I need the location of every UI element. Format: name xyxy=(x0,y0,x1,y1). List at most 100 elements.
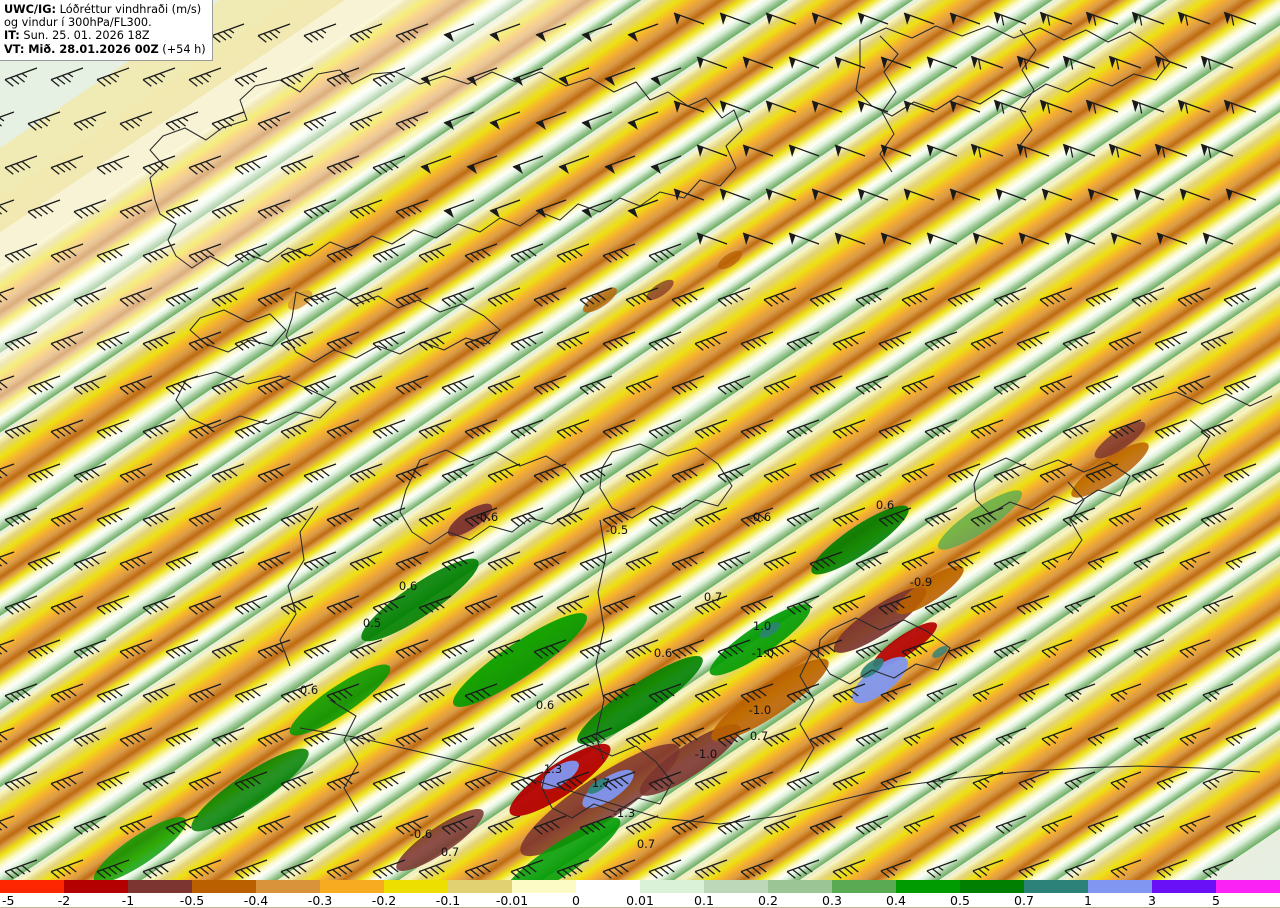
vertical-velocity-core xyxy=(582,287,618,313)
colorbar-band xyxy=(448,880,512,893)
colorbar-band xyxy=(704,880,768,893)
vertical-velocity-core xyxy=(646,279,674,301)
forecast-map[interactable]: -0.6 -0.5 -0.6 0.6 -0.9 0.6 0.5 0.7 1.0 -1.0 0.6 0.… xyxy=(0,0,1280,880)
contour-label: 1.0 xyxy=(753,619,771,633)
contour-label: 0.6 xyxy=(654,646,672,660)
vertical-velocity-core xyxy=(711,658,829,742)
legend-line-4: VT: Mið. 28.01.2026 00Z (+54 h) xyxy=(4,43,206,56)
legend-line-2: og vindur í 300hPa/FL300. xyxy=(4,16,152,30)
wave-band xyxy=(0,0,1280,880)
wave-band xyxy=(0,0,1280,880)
wave-band xyxy=(0,0,1280,880)
wave-band xyxy=(0,0,1280,880)
colorbar-band xyxy=(1152,880,1216,893)
vertical-velocity-core xyxy=(873,622,937,668)
colorbar-band xyxy=(1088,880,1152,893)
coastline-region-5 xyxy=(399,449,585,545)
colorbar-band xyxy=(320,880,384,893)
legend-it-label: IT: xyxy=(4,29,20,43)
colorbar-band xyxy=(832,880,896,893)
colorbar-tick: 0 xyxy=(572,893,580,908)
colorbar-tick: 5 xyxy=(1212,893,1220,908)
contour-label: 0.7 xyxy=(441,845,459,859)
wave-band xyxy=(0,0,1280,880)
legend-variable-label: Lóðréttur vindhraði (m/s) xyxy=(56,3,202,16)
wave-band xyxy=(0,0,1280,880)
contour-label: 0.6 xyxy=(876,498,894,512)
vertical-velocity-core xyxy=(577,656,703,744)
colorbar-tick: 0.3 xyxy=(822,893,842,908)
colorbar-band xyxy=(576,880,640,893)
contour-label: -1.0 xyxy=(749,703,771,717)
coastline-region-13 xyxy=(541,743,673,819)
vertical-velocity-core xyxy=(717,250,743,270)
vertical-velocity-core xyxy=(860,658,884,678)
vertical-velocity-core xyxy=(852,656,908,704)
colorbar-band xyxy=(1024,880,1088,893)
colorbar-tick: 0.7 xyxy=(1014,893,1034,908)
coastline-peninsula xyxy=(595,519,607,763)
contour-label: -0.6 xyxy=(749,510,771,524)
coastline-island-2 xyxy=(285,291,501,363)
contour-label: -1.0 xyxy=(752,646,774,660)
contour-label: 0.5 xyxy=(363,616,381,630)
coastline-region-15 xyxy=(279,505,319,667)
colorbar-tick: -2 xyxy=(57,893,71,908)
legend-vt-label: VT: Mið. 28.01.2026 00Z xyxy=(4,42,159,56)
coastline-region-7 xyxy=(973,457,1131,515)
colorbar-tick: 0.1 xyxy=(694,893,714,908)
wave-band-fade xyxy=(0,0,1280,880)
colorbar-tick: -0.4 xyxy=(243,893,269,908)
colorbar-tick: -1 xyxy=(121,893,135,908)
coastline-island-4 xyxy=(175,371,337,429)
vertical-velocity-core xyxy=(452,613,588,707)
colorbar-tick: -0.3 xyxy=(307,893,333,908)
colorbar-band xyxy=(192,880,256,893)
legend-it-value: Sun. 25. 01. 2026 18Z xyxy=(19,29,150,43)
colorbar-tick: 1 xyxy=(1084,893,1092,908)
colorbar-tick: -0.01 xyxy=(495,893,529,908)
legend-line-3: IT: Sun. 25. 01. 2026 18Z xyxy=(4,29,206,42)
contour-label: -0.6 xyxy=(410,827,432,841)
vertical-velocity-core xyxy=(361,558,479,642)
wave-band xyxy=(0,0,1280,880)
contour-label: -1.3 xyxy=(613,806,635,820)
colorbar-band xyxy=(960,880,1024,893)
contour-label: -0.9 xyxy=(910,575,932,589)
colorbar[interactable]: -5 -2 -1 -0.5 -0.4 -0.3 -0.2 -0.1 -0.01 0 0.01 0.1 0… xyxy=(0,880,1280,908)
colorbar-band xyxy=(896,880,960,893)
coastline-region-11 xyxy=(817,617,951,685)
vertical-velocity-core xyxy=(759,622,781,638)
colorbar-band xyxy=(64,880,128,893)
legend-model-label: UWC/IG: xyxy=(4,3,57,16)
contour-label: -1.0 xyxy=(695,747,717,761)
vertical-velocity-core xyxy=(191,748,309,832)
coastline-fjord-1 xyxy=(879,35,899,173)
contour-label: -0.6 xyxy=(476,510,498,524)
coastline-fjord-2 xyxy=(1017,29,1037,149)
vertical-velocity-core xyxy=(1071,442,1149,498)
vertical-velocity-core xyxy=(932,645,948,659)
vertical-velocity-core xyxy=(587,778,609,794)
colorbar-band xyxy=(640,880,704,893)
map-canvas: -0.6 -0.5 -0.6 0.6 -0.9 0.6 0.5 0.7 1.0 -1.0 0.6 0.… xyxy=(0,0,1280,880)
contour-label: 0.6 xyxy=(399,579,417,593)
colorbar-tick: 0.01 xyxy=(626,893,654,908)
wave-band xyxy=(0,0,1280,880)
colorbar-tick: 0.4 xyxy=(886,893,906,908)
vertical-velocity-core xyxy=(499,817,621,880)
colorbar-band xyxy=(256,880,320,893)
colorbar-band xyxy=(768,880,832,893)
colorbar-band xyxy=(0,880,64,893)
colorbar-tick: -0.2 xyxy=(371,893,397,908)
contour-label: 1.7 xyxy=(592,776,610,790)
contour-label: 1.3 xyxy=(544,762,562,776)
vertical-velocity-core xyxy=(896,565,964,615)
coastline-region-9 xyxy=(1149,391,1273,407)
colorbar-band xyxy=(1216,880,1280,893)
coastline-region-14 xyxy=(329,699,359,813)
contour-label: 0.7 xyxy=(704,590,722,604)
contour-label: 0.6 xyxy=(536,698,554,712)
colorbar-tick: -0.1 xyxy=(435,893,461,908)
